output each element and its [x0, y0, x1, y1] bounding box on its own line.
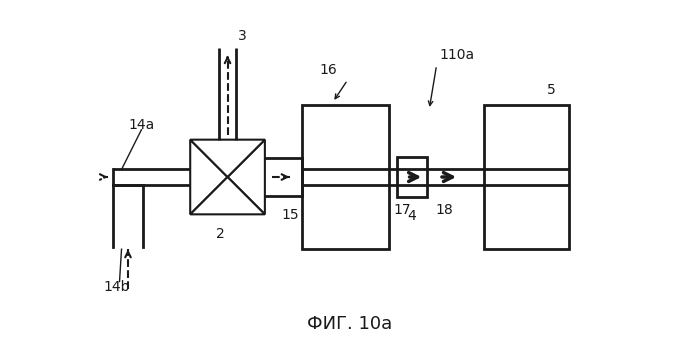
Text: 14b: 14b — [103, 280, 129, 293]
Text: 4: 4 — [408, 209, 416, 223]
Bar — [302, 105, 389, 249]
Text: 110a: 110a — [439, 48, 474, 62]
Text: 15: 15 — [281, 208, 298, 222]
Polygon shape — [190, 140, 228, 214]
Text: 18: 18 — [435, 203, 453, 217]
Text: ФИГ. 10a: ФИГ. 10a — [307, 315, 392, 333]
Bar — [484, 105, 568, 249]
Polygon shape — [190, 177, 265, 214]
Text: 5: 5 — [547, 83, 556, 97]
Text: 2: 2 — [216, 227, 224, 241]
Polygon shape — [190, 140, 265, 177]
Polygon shape — [228, 140, 265, 214]
Text: 3: 3 — [238, 29, 246, 42]
Text: 14a: 14a — [128, 118, 154, 132]
Bar — [397, 157, 426, 197]
Text: 17: 17 — [393, 203, 410, 217]
Text: 16: 16 — [319, 63, 337, 78]
